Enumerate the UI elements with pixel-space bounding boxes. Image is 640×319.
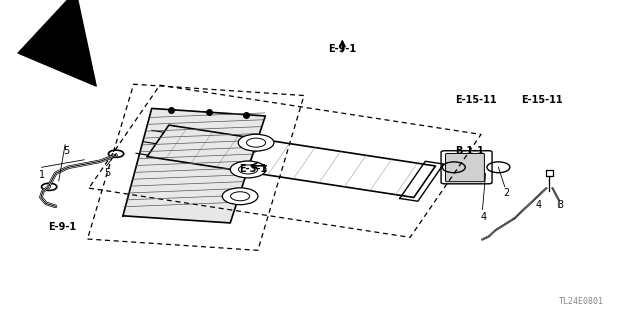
Text: 4: 4 — [481, 212, 487, 222]
Text: 2: 2 — [504, 188, 510, 198]
Text: 5: 5 — [63, 146, 70, 156]
Text: E-9-1: E-9-1 — [48, 222, 76, 233]
Text: 4: 4 — [536, 200, 541, 210]
Text: E-3-1: E-3-1 — [239, 164, 267, 174]
Text: Fr.: Fr. — [38, 49, 53, 60]
Text: B-1-1: B-1-1 — [455, 146, 484, 156]
Text: E-15-11: E-15-11 — [455, 95, 497, 105]
Text: E-15-11: E-15-11 — [521, 95, 563, 105]
Circle shape — [222, 188, 258, 205]
FancyBboxPatch shape — [441, 151, 492, 184]
Circle shape — [230, 161, 266, 178]
Text: E-9-1: E-9-1 — [328, 43, 356, 54]
Text: 3: 3 — [558, 200, 564, 210]
Text: 5: 5 — [105, 168, 111, 178]
Text: 1: 1 — [38, 170, 45, 180]
Circle shape — [238, 134, 274, 151]
FancyBboxPatch shape — [445, 153, 484, 182]
Text: TL24E0801: TL24E0801 — [559, 297, 604, 306]
Polygon shape — [123, 108, 266, 223]
